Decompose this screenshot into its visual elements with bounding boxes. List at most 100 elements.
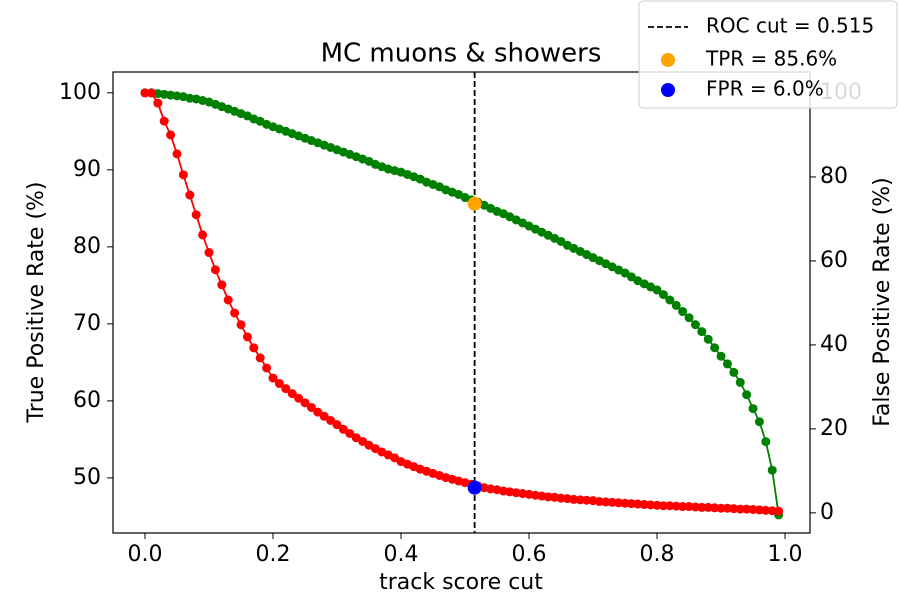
series-point <box>268 373 278 383</box>
series-point <box>665 501 675 511</box>
series-point <box>716 503 726 513</box>
series-point <box>626 499 636 509</box>
series-point <box>300 398 310 408</box>
series-point <box>594 497 604 507</box>
series-point <box>582 495 592 505</box>
x-tick-label: 0.2 <box>256 542 291 567</box>
series-point <box>735 504 745 514</box>
legend-swatch <box>661 53 675 67</box>
series-point <box>217 280 227 290</box>
series-point <box>671 300 681 310</box>
series-point <box>703 334 713 344</box>
series-point <box>754 417 764 427</box>
legend-label: TPR = 85.6% <box>705 47 837 71</box>
y-axis-label: True Positive Rate (%) <box>24 181 49 423</box>
series-point <box>230 308 240 318</box>
series-point <box>287 389 297 399</box>
highlight-point <box>467 196 482 211</box>
series-point <box>633 499 643 509</box>
series-point <box>306 402 316 412</box>
y2-tick-label: 20 <box>820 416 848 441</box>
series-point <box>153 98 163 108</box>
y-tick-label: 90 <box>73 157 101 182</box>
series-point <box>294 393 304 403</box>
y2-tick-label: 80 <box>820 164 848 189</box>
series-point <box>191 210 201 220</box>
series-point <box>748 504 758 514</box>
series-point <box>652 500 662 510</box>
series-point <box>607 497 617 507</box>
series-point <box>543 492 553 502</box>
x-tick-label: 0.8 <box>640 542 675 567</box>
series-point <box>754 505 764 515</box>
series-point <box>658 501 668 511</box>
series-point <box>274 379 284 389</box>
series-point <box>159 116 169 126</box>
series-point <box>652 285 662 295</box>
series-point <box>703 502 713 512</box>
series-point <box>198 230 208 240</box>
legend-swatch <box>661 83 675 97</box>
series-point <box>262 363 272 373</box>
series-point <box>684 502 694 512</box>
series-point <box>575 495 585 505</box>
series-point <box>639 499 649 509</box>
y2-tick-label: 60 <box>820 248 848 273</box>
series-point <box>236 320 246 330</box>
series-point <box>249 343 259 353</box>
series-point <box>697 502 707 512</box>
series-point <box>767 506 777 516</box>
series-point <box>332 420 342 430</box>
series-point <box>223 295 233 305</box>
chart-title: MC muons & showers <box>321 39 602 69</box>
series-line <box>145 92 779 513</box>
legend-label: FPR = 6.0% <box>706 77 824 101</box>
series-point <box>178 170 188 180</box>
series-point <box>710 503 720 513</box>
series-point <box>665 295 675 305</box>
y-tick-label: 100 <box>59 80 101 105</box>
series-point <box>774 506 784 516</box>
legend-box <box>638 0 898 109</box>
series-point <box>242 332 252 342</box>
series-point <box>684 313 694 323</box>
series-point <box>140 88 150 98</box>
series-line <box>145 91 780 516</box>
series-point <box>658 290 668 300</box>
series-point <box>281 384 291 394</box>
series-point <box>735 377 745 387</box>
series-point <box>646 500 656 510</box>
series-point <box>569 494 579 504</box>
series-point <box>716 351 726 361</box>
y2-tick-label: 40 <box>820 332 848 357</box>
y-tick-label: 50 <box>73 465 101 490</box>
series-point <box>210 265 220 275</box>
series-point <box>748 404 758 414</box>
series-point <box>326 415 336 425</box>
series-point <box>767 465 777 475</box>
series-point <box>671 501 681 511</box>
x-tick-label: 0.6 <box>512 542 547 567</box>
series-point <box>166 130 176 140</box>
series-point <box>338 424 348 434</box>
y-tick-label: 80 <box>73 234 101 259</box>
series-point <box>761 437 771 447</box>
legend-label: ROC cut = 0.515 <box>706 14 874 38</box>
series-point <box>678 307 688 317</box>
series-point <box>185 190 195 200</box>
y-tick-label: 70 <box>73 311 101 336</box>
series-point <box>313 407 323 417</box>
series-point <box>319 411 329 421</box>
x-tick-label: 1.0 <box>768 542 803 567</box>
y2-axis-label: False Positive Rate (%) <box>870 177 895 427</box>
x-axis-label: track score cut <box>379 570 543 595</box>
series-point <box>729 504 739 514</box>
series-point <box>690 502 700 512</box>
series-point <box>678 502 688 512</box>
series-point <box>255 353 265 363</box>
series-point <box>204 248 214 258</box>
series-point <box>761 505 771 515</box>
series-point <box>172 149 182 159</box>
series-point <box>345 428 355 438</box>
